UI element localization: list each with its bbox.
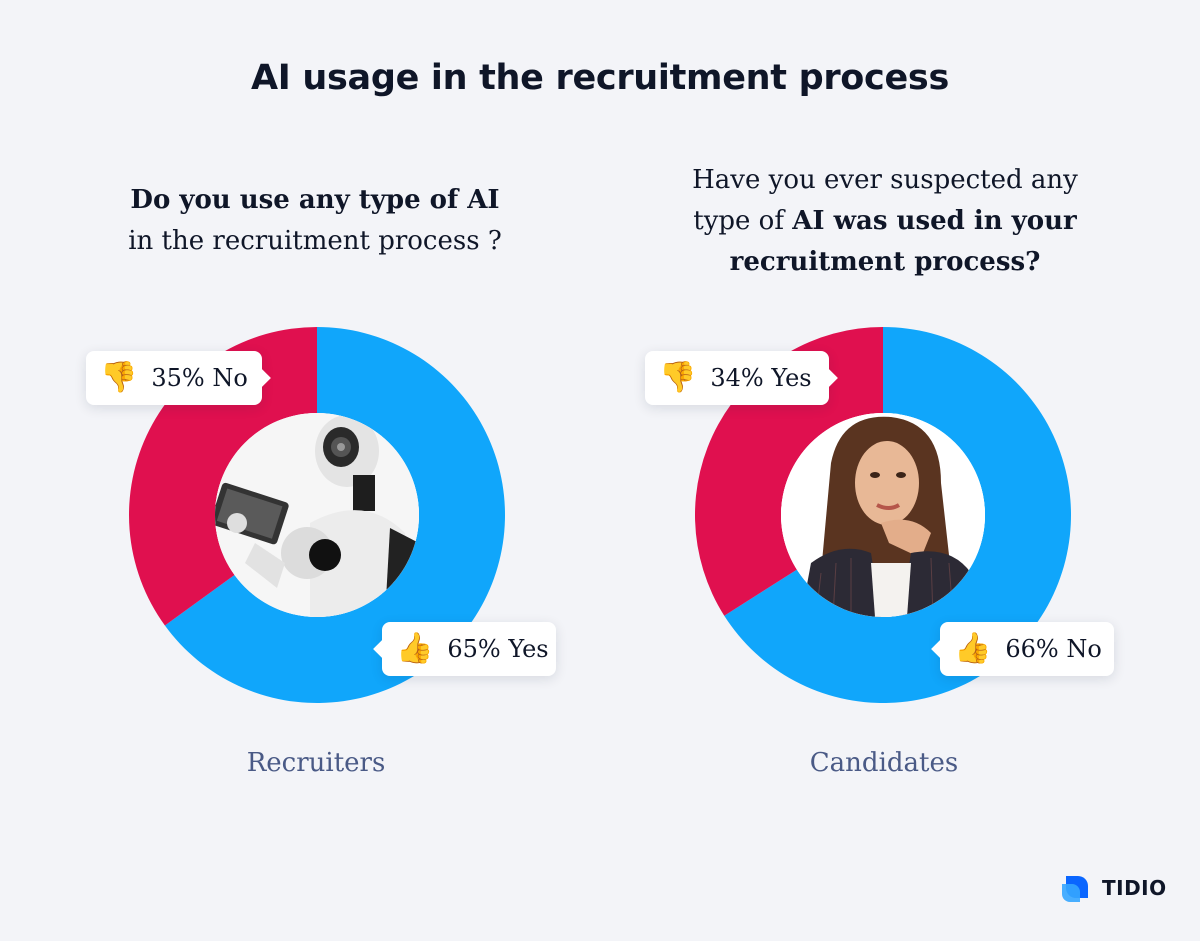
- candidates-yes-label: 34% Yes: [710, 364, 812, 392]
- robot-image: [215, 413, 419, 617]
- recruiters-question-line2: in the recruitment process ?: [128, 226, 502, 256]
- candidates-question: Have you ever suspected any type of AI w…: [650, 160, 1120, 283]
- candidates-yes-callout: 👎 34% Yes: [645, 351, 838, 405]
- thinking-woman-image: [781, 413, 985, 617]
- candidates-no-label: 66% No: [1005, 635, 1102, 663]
- candidates-donut: [693, 325, 1073, 705]
- candidates-no-callout: 👍 66% No: [931, 622, 1114, 676]
- recruiters-caption: Recruiters: [246, 748, 386, 778]
- tidio-logo-icon: [1062, 876, 1088, 902]
- thumbs-down-icon: 👎: [100, 360, 138, 395]
- recruiters-yes-label: 65% Yes: [447, 635, 549, 663]
- recruiters-no-label: 35% No: [151, 364, 248, 392]
- chart-title: AI usage in the recruitment process: [250, 58, 949, 98]
- thumbs-up-icon: 👍: [396, 631, 434, 666]
- recruiters-slice-yes: [164, 327, 506, 704]
- brand-name: TIDIO: [1102, 876, 1167, 900]
- candidates-question-line3: recruitment process?: [729, 247, 1041, 277]
- recruiters-yes-callout: 👍 65% Yes: [373, 622, 556, 676]
- candidates-slice-no: [724, 327, 1071, 703]
- thumbs-up-icon: 👍: [954, 631, 992, 666]
- candidates-caption: Candidates: [809, 748, 959, 778]
- recruiters-question: Do you use any type of AI in the recruit…: [100, 180, 530, 262]
- recruiters-no-callout: 👎 35% No: [86, 351, 271, 405]
- candidates-question-line2-bold: AI was used in your: [792, 206, 1077, 236]
- candidates-question-line2-plain: type of: [693, 206, 793, 236]
- candidates-question-line1: Have you ever suspected any: [692, 165, 1078, 195]
- tidio-logo: TIDIO: [1060, 872, 1167, 904]
- recruiters-question-line1: Do you use any type of AI: [130, 185, 500, 215]
- thumbs-down-icon: 👎: [659, 360, 697, 395]
